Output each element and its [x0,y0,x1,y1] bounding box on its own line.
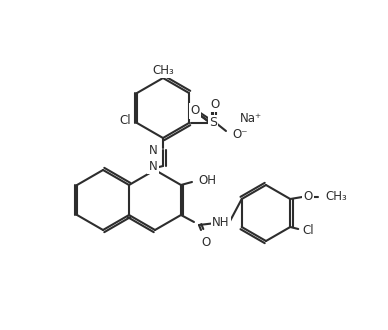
Text: CH₃: CH₃ [325,190,347,204]
Text: Cl: Cl [119,115,131,127]
Text: N: N [149,159,158,173]
Text: O: O [191,105,199,117]
Text: Cl: Cl [302,223,314,237]
Text: O: O [210,97,220,111]
Text: O: O [303,190,313,204]
Text: CH₃: CH₃ [152,63,174,77]
Text: Na⁺: Na⁺ [240,112,262,124]
Text: O⁻: O⁻ [232,128,248,142]
Text: NH: NH [212,216,230,229]
Text: OH: OH [198,174,216,186]
Text: N: N [149,144,158,156]
Text: S: S [209,116,217,129]
Text: O: O [201,236,211,248]
